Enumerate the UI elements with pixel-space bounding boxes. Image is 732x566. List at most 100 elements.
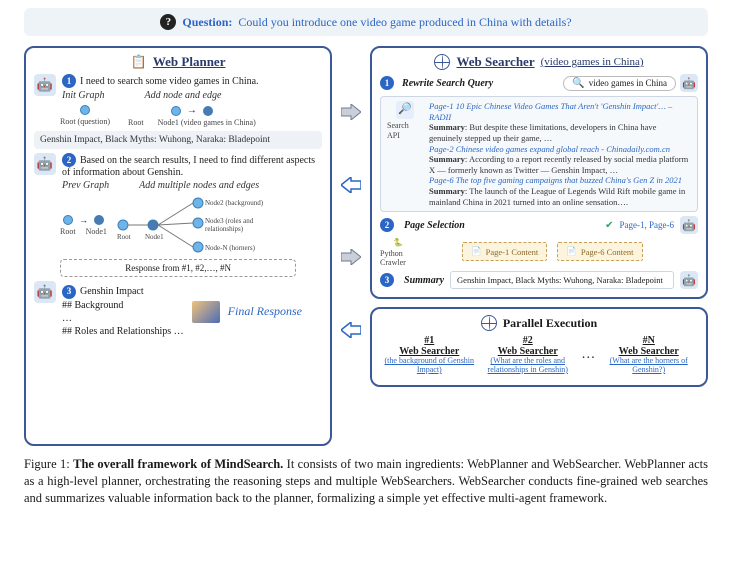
graph-step1: Root (question) → Root Node1 (video game… [60, 105, 322, 127]
final-response-label: Final Response [228, 304, 302, 319]
planner-step3: 🤖 3Genshin Impact ## Background … ## Rol… [34, 281, 322, 338]
add-node-label: Add node and edge [145, 90, 222, 101]
search-pill: 🔍 video games in China [563, 76, 676, 91]
node1-label: Node1 (video games in China) [158, 118, 256, 127]
page6-sum: The launch of the League of Legends Wild… [429, 186, 685, 207]
planner-title-text: Web Planner [153, 54, 226, 70]
searcher-title-text: Web Searcher [456, 54, 534, 70]
peN-hash: #N [643, 335, 655, 346]
page2-sum: According to a report recently released … [429, 154, 688, 175]
prev-node1-lbl: Node1 [86, 227, 107, 236]
search-icon: 🔍 [572, 78, 584, 89]
bot-icon-ws1: 🤖 [680, 74, 698, 92]
root-label: Root (question) [60, 117, 110, 126]
parallel-item-1: #1 Web Searcher (the background of Gensh… [384, 335, 474, 375]
api-icon: 🔎 [396, 101, 414, 119]
question-label: Question: [182, 15, 232, 30]
web-searcher-title: Web Searcher (video games in China) [380, 54, 698, 70]
search-query-text: video games in China [589, 78, 667, 88]
planner-step1: 🤖 1 I need to search some video games in … [34, 74, 322, 101]
svg-text:Node1: Node1 [145, 233, 164, 241]
step1-thought: I need to search some video games in Chi… [80, 76, 259, 87]
web-searcher-panel: Web Searcher (video games in China) 1 Re… [370, 46, 708, 299]
parallel-title: Parallel Execution [380, 315, 698, 331]
crawler-label: Python Crawler [380, 249, 416, 267]
bot-icon-3: 🤖 [34, 281, 56, 303]
ws-step-3-badge: 3 [380, 273, 394, 287]
search-api-label: Search API [387, 121, 423, 141]
genshin-thumb [192, 301, 220, 323]
question-icon: ? [160, 14, 176, 30]
globe-icon-2 [481, 315, 497, 331]
summary-label: Summary [404, 275, 444, 286]
question-text: Could you introduce one video game produ… [238, 15, 571, 30]
final-l4: ## Roles and Relationships [62, 326, 171, 337]
add-multi-label: Add multiple nodes and edges [139, 180, 259, 191]
step-2-badge: 2 [62, 153, 76, 167]
bot-icon-ws2: 🤖 [680, 216, 698, 234]
selected-pages: Page-1, Page-6 [620, 220, 674, 230]
arrows-column [340, 46, 362, 446]
bot-icon-2: 🤖 [34, 153, 56, 175]
page6-content-box: 📄 Page-6 Content [557, 242, 642, 261]
search-results-box: 🔎 Search API Page-1 10 Epic Chinese Vide… [380, 96, 698, 212]
svg-text:Node3 (roles and: Node3 (roles and [205, 217, 254, 225]
svg-text:Node-N (horners): Node-N (horners) [205, 244, 256, 252]
step-1-badge: 1 [62, 74, 76, 88]
peN-sub: (What are the horners of Genshin?) [604, 357, 694, 375]
question-bar: ? Question: Could you introduce one vide… [24, 8, 708, 36]
planner-step2: 🤖 2Based on the search results, I need t… [34, 153, 322, 191]
graph-step2: → RootNode1 Node2 (background) Node3 (ro… [60, 195, 322, 255]
page6-content-label: Page-6 Content [581, 247, 634, 257]
summary-output: Genshin Impact, Black Myths: Wuhong, Nar… [450, 271, 674, 289]
caption-fig: Figure 1: [24, 457, 73, 471]
searcher-subtitle: (video games in China) [541, 56, 644, 68]
arrow-left-1 [341, 177, 361, 193]
bot-icon: 🤖 [34, 74, 56, 96]
planner-result-bar: Genshin Impact, Black Myths: Wuhong, Nar… [34, 131, 322, 149]
globe-icon [434, 54, 450, 70]
svg-text:Node2 (background): Node2 (background) [205, 199, 264, 207]
parallel-title-text: Parallel Execution [503, 316, 597, 331]
ws-step3-row: 3 Summary Genshin Impact, Black Myths: W… [380, 271, 698, 289]
parallel-item-2: #2 Web Searcher (What are the roles and … [483, 335, 573, 375]
node-node1 [203, 106, 213, 116]
page-selection-label: Page Selection [404, 220, 465, 231]
arrow-right-1 [341, 104, 361, 120]
final-l3: … [62, 313, 72, 324]
final-l2: ## Background [62, 300, 123, 311]
root2-label: Root [128, 118, 144, 127]
page1-title: Page-1 10 Epic Chinese Video Games That … [429, 101, 691, 122]
page6-title: Page-6 The top five gaming campaigns tha… [429, 175, 691, 186]
arrow-left-2 [341, 322, 361, 338]
doc-icon-2: 📄 [566, 246, 577, 257]
pe1-sub: (the background of Genshin Impact) [384, 357, 474, 375]
bot-icon-ws3: 🤖 [680, 271, 698, 289]
parallel-panel: Parallel Execution #1 Web Searcher (the … [370, 307, 708, 387]
ellipsis: … [581, 347, 595, 363]
web-planner-panel: 📋 Web Planner 🤖 1 I need to search some v… [24, 46, 332, 446]
tree-graph: Node2 (background) Node3 (roles and rela… [113, 195, 273, 255]
prev-graph-label: Prev Graph [62, 180, 109, 191]
python-icon: 🐍 [393, 238, 403, 247]
planner-icon: 📋 [131, 54, 147, 70]
check-icon: ✔ [605, 220, 613, 231]
pe2-sub: (What are the roles and relationships in… [483, 357, 573, 375]
parallel-row: #1 Web Searcher (the background of Gensh… [380, 335, 698, 375]
doc-icon: 📄 [471, 246, 482, 257]
prev-node1 [94, 215, 104, 225]
prev-root-lbl: Root [60, 227, 76, 236]
node-root2 [171, 106, 181, 116]
pe2-hash: #2 [523, 335, 533, 346]
svg-text:Root: Root [117, 233, 131, 241]
rewrite-label: Rewrite Search Query [402, 78, 493, 89]
prev-root [63, 215, 73, 225]
final-l5: … [174, 326, 184, 337]
final-l1: Genshin Impact [80, 286, 144, 297]
ws-step2-row: 2 Page Selection ✔ Page-1, Page-6 🤖 [380, 216, 698, 234]
page1-content-label: Page-1 Content [486, 247, 539, 257]
step2-thought: Based on the search results, I need to f… [62, 155, 315, 178]
crawler-row: 🐍 Python Crawler 📄 Page-1 Content 📄 Page-6… [380, 238, 698, 267]
ws-step-1-badge: 1 [380, 76, 394, 90]
node-root [80, 105, 90, 115]
